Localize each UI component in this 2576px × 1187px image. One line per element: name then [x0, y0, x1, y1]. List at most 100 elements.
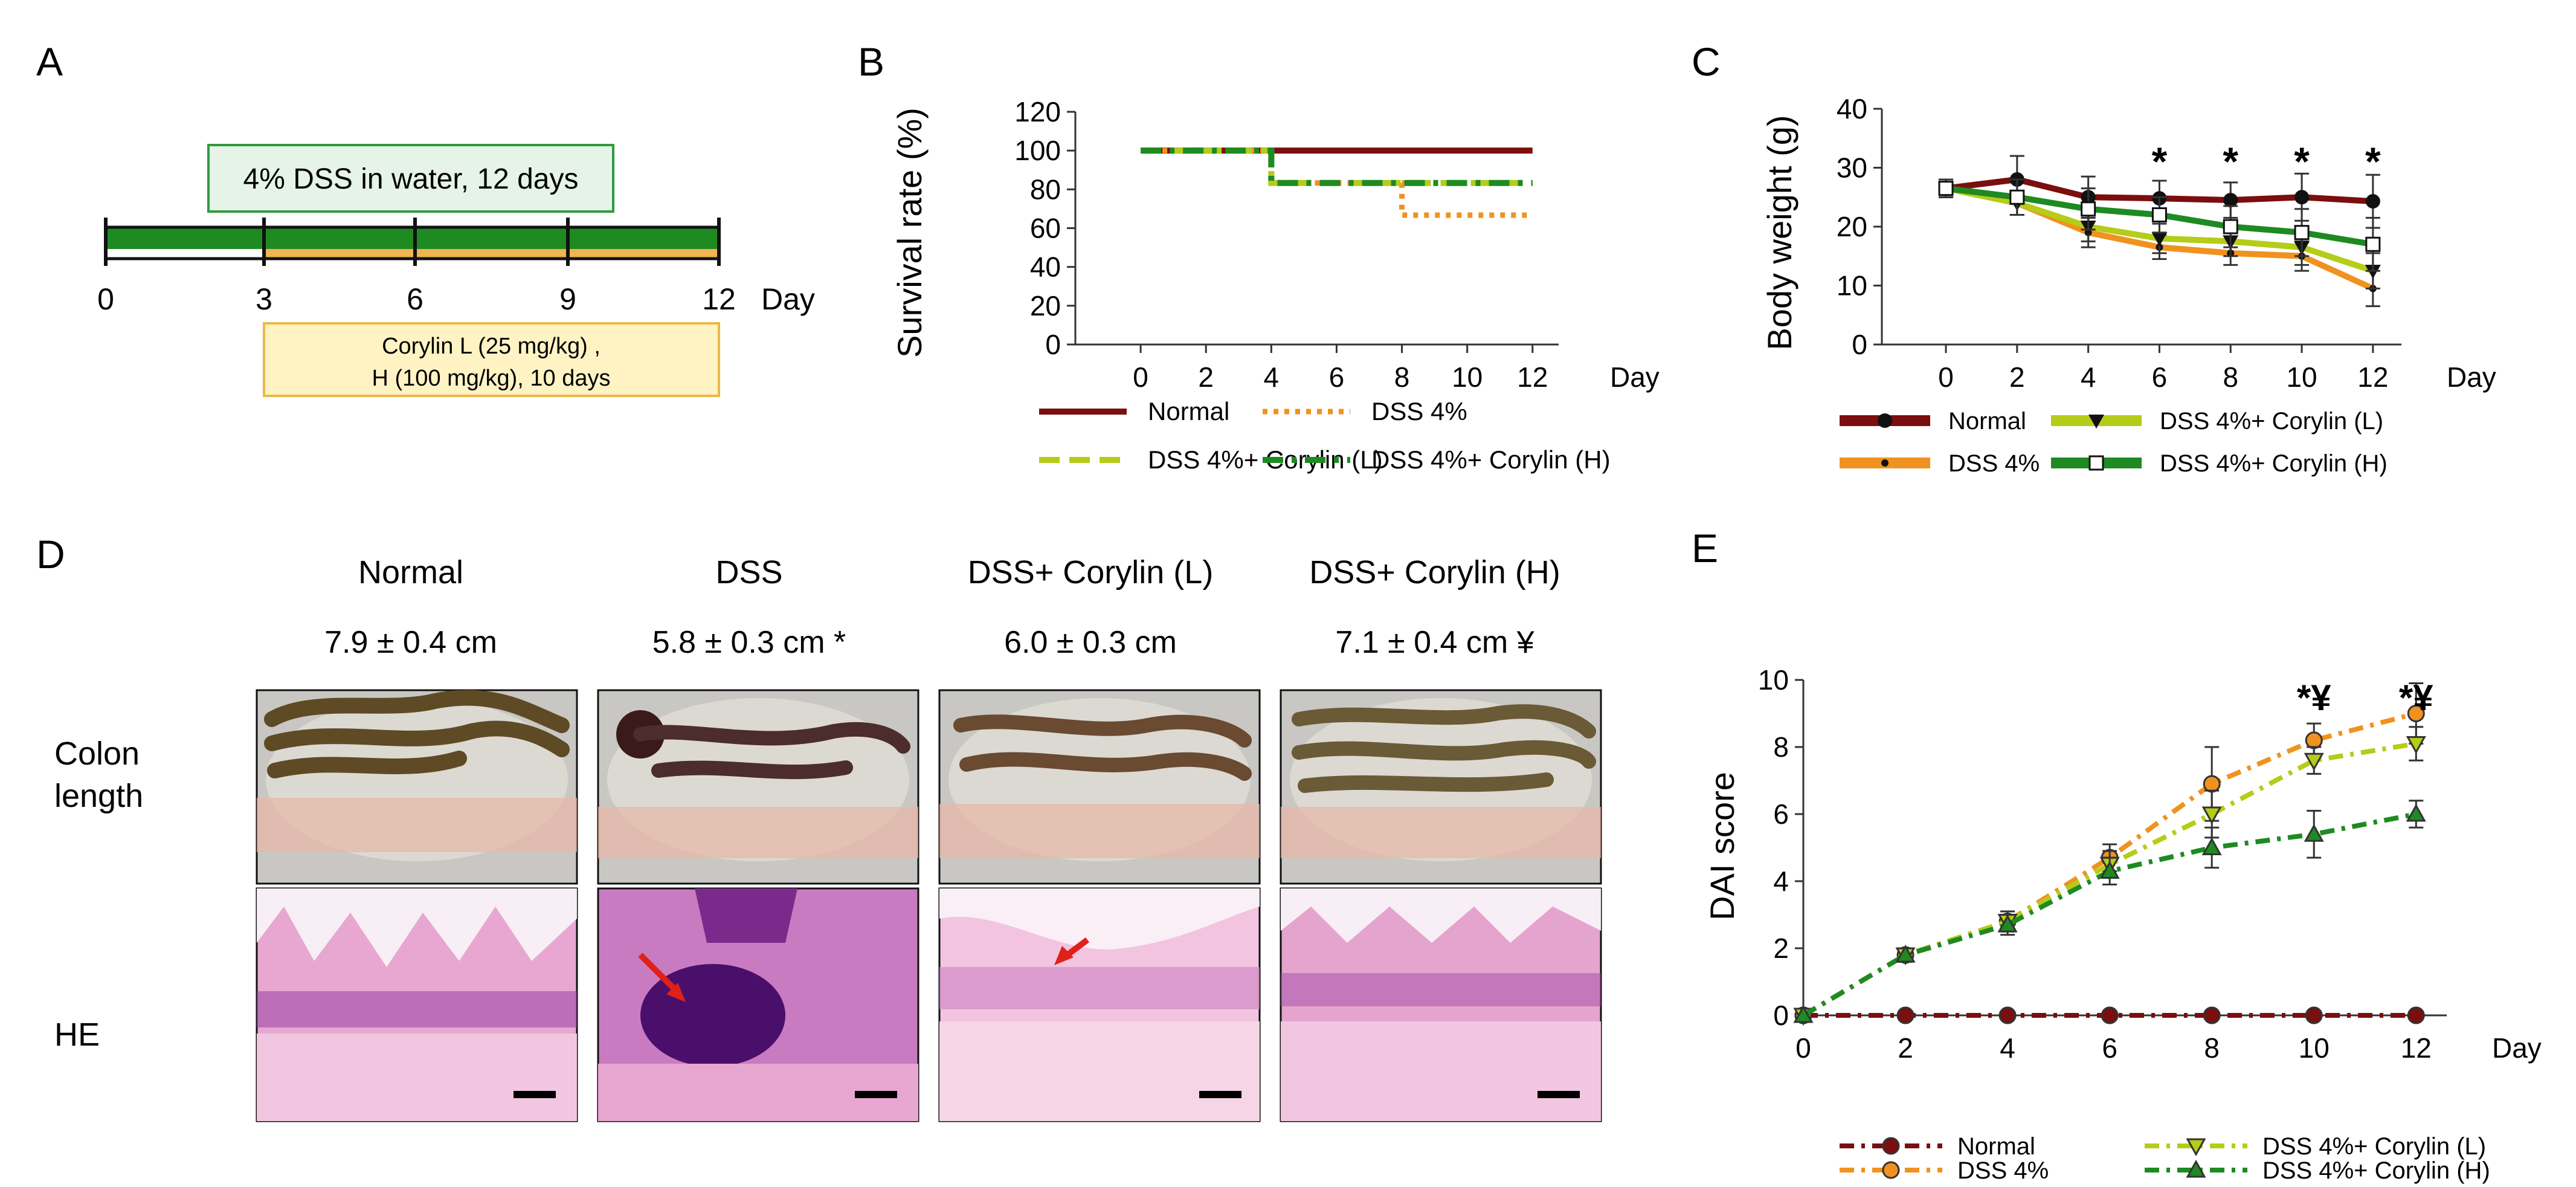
b-xtick-label-2: 2	[1198, 361, 1214, 393]
c-xtick-label-2: 2	[2009, 361, 2025, 393]
c-xtick-label-0: 0	[1938, 361, 1954, 393]
he-photo-normal	[256, 887, 578, 1122]
c-legend-label-dss-4-corylin-h: DSS 4%+ Corylin (H)	[2160, 450, 2388, 477]
b-ytick-label-80: 80	[1030, 173, 1061, 205]
b-ytick-label-100: 100	[1014, 135, 1061, 166]
panel-e-label: E	[1692, 526, 1718, 571]
dss-timeline-bar	[106, 228, 719, 249]
c-ytick-label-0: 0	[1852, 329, 1867, 360]
e-point-dss-4-corylin-h-2	[1895, 945, 1916, 963]
timeline-label-3: 3	[256, 282, 272, 316]
e-point-normal-8	[2203, 1006, 2221, 1024]
e-point-dss-4-10	[2305, 731, 2323, 749]
c-ytick-label-30: 30	[1837, 152, 1867, 184]
c-xtick-label-12: 12	[2357, 361, 2388, 393]
b-legend-label-dss-4-corylin-h: DSS 4%+ Corylin (H)	[1371, 445, 1611, 474]
b-xtick-label-12: 12	[1517, 361, 1548, 393]
e-point-dss-4-corylin-l-10	[2304, 752, 2324, 771]
colon-photo-corylin-l	[938, 689, 1261, 885]
e-xtick-label-0: 0	[1795, 1032, 1811, 1064]
d-length-corylin-h: 7.1 ± 0.4 cm ¥	[1335, 625, 1534, 660]
e-legend-label-dss-4-corylin-l: DSS 4%+ Corylin (L)	[2262, 1133, 2486, 1160]
scale-bar-corylin-h	[1538, 1091, 1580, 1098]
b-legend-label-normal: Normal	[1148, 397, 1229, 425]
e-xtick-label-12: 12	[2401, 1032, 2432, 1064]
e-legend-marker-dss-4-corylin-h	[2186, 1159, 2206, 1178]
c-point-dss-4-corylin-h-0	[1938, 181, 1954, 196]
b-ytick-label-0: 0	[1045, 329, 1061, 360]
c-point-normal-10	[2294, 190, 2310, 205]
he-row-label: HE	[54, 1017, 100, 1053]
c-legend-label-normal: Normal	[1948, 408, 2026, 435]
e-ytick-label-2: 2	[1773, 933, 1789, 964]
c-point-dss-4-corylin-l-6	[2151, 232, 2168, 247]
e-y-axis-title: DAI score	[1703, 772, 1741, 920]
c-significance-day-10: *	[2294, 139, 2310, 184]
e-point-normal-10	[2305, 1006, 2323, 1024]
c-ytick-label-20: 20	[1837, 211, 1867, 242]
c-xtick-label-8: 8	[2223, 361, 2238, 393]
e-xtick-label-2: 2	[1898, 1032, 1913, 1064]
c-legend-marker-dss-4-corylin-l	[2088, 415, 2104, 429]
e-xtick-label-6: 6	[2102, 1032, 2117, 1064]
c-xtick-label-4: 4	[2081, 361, 2096, 393]
b-line-dss-4-corylin-l	[1141, 147, 1533, 186]
lesion-arrow-corylin-l	[1054, 946, 1074, 965]
b-xtick-label-4: 4	[1264, 361, 1280, 393]
b-xtick-label-6: 6	[1329, 361, 1345, 393]
d-col-title-dss: DSS	[715, 554, 782, 590]
c-point-dss-4-corylin-h-10	[2294, 225, 2310, 241]
b-ytick-label-60: 60	[1030, 213, 1061, 244]
d-length-corylin-l: 6.0 ± 0.3 cm	[1004, 625, 1177, 660]
e-legend-marker-dss-4-corylin-l	[2186, 1138, 2206, 1157]
panel-a: A 4% DSS in water, 12 days 0 3 6 9 12 Da…	[36, 39, 815, 397]
dss-treatment-text: 4% DSS in water, 12 days	[243, 163, 579, 195]
timeline-label-0: 0	[97, 282, 114, 316]
d-col-title-corylin-l: DSS+ Corylin (L)	[968, 554, 1214, 590]
timeline-label-12: 12	[702, 282, 736, 316]
lesion-arrow-dss	[666, 983, 686, 1002]
e-legend-label-dss-4-corylin-h: DSS 4%+ Corylin (H)	[2262, 1157, 2490, 1184]
c-point-dss-4-corylin-h-12	[2365, 236, 2381, 252]
e-point-dss-4-corylin-h-4	[1997, 914, 2018, 933]
panel-b: B Survival rate (%) 0 20 40 60 80 100 120 0 2 4 6…	[858, 39, 1660, 474]
e-point-dss-4-8	[2203, 775, 2221, 793]
c-point-dss-4-corylin-h-4	[2081, 201, 2096, 217]
d-col-title-normal: Normal	[358, 554, 463, 590]
corylin-dose-line1: Corylin L (25 mg/kg) ,	[382, 334, 601, 359]
b-ytick-label-20: 20	[1030, 290, 1061, 322]
panel-c: C Body weight (g) 0 10 20 30 40 0 2 4 6 8 10 12 Da…	[1692, 39, 2496, 477]
d-length-normal: 7.9 ± 0.4 cm	[324, 625, 497, 660]
colon-photo-normal	[256, 689, 578, 885]
b-xtick-label-8: 8	[1394, 361, 1410, 393]
panel-d-label: D	[36, 532, 65, 577]
c-legend-marker-dss-4	[1881, 459, 1889, 467]
e-ytick-label-8: 8	[1773, 731, 1789, 763]
e-x-axis-title: Day	[2492, 1032, 2542, 1064]
e-point-dss-4-corylin-l-8	[2201, 806, 2222, 825]
e-point-normal-2	[1896, 1006, 1914, 1024]
c-legend-label-dss-4-corylin-l: DSS 4%+ Corylin (L)	[2160, 408, 2383, 435]
e-xtick-label-10: 10	[2299, 1032, 2330, 1064]
c-significance-day-12: *	[2365, 139, 2381, 184]
scale-bar-corylin-l	[1199, 1091, 1241, 1098]
scale-bar-normal	[514, 1091, 556, 1098]
e-point-dss-4-corylin-l-12	[2406, 736, 2426, 754]
c-point-dss-4-corylin-h-8	[2223, 219, 2238, 234]
corylin-dose-box	[263, 322, 720, 397]
colon-length-row-label-2: length	[54, 778, 143, 814]
c-point-normal-12	[2365, 194, 2380, 209]
e-legend-marker-normal	[1882, 1137, 1900, 1155]
timeline-label-6: 6	[407, 282, 423, 316]
colon-photo-corylin-h	[1280, 689, 1602, 885]
c-legend-marker-dss-4-corylin-h	[2088, 455, 2104, 471]
colon-length-row-label-1: Colon	[54, 736, 140, 772]
e-significance-day-12: *¥	[2399, 678, 2433, 718]
e-point-dss-4-corylin-h-8	[2201, 837, 2222, 855]
e-ytick-label-0: 0	[1773, 1000, 1789, 1031]
e-xtick-label-4: 4	[2000, 1032, 2015, 1064]
corylin-timeline-bar	[264, 249, 719, 257]
e-point-dss-4-corylin-h-12	[2406, 803, 2426, 822]
e-legend-label-normal: Normal	[1957, 1133, 2035, 1160]
